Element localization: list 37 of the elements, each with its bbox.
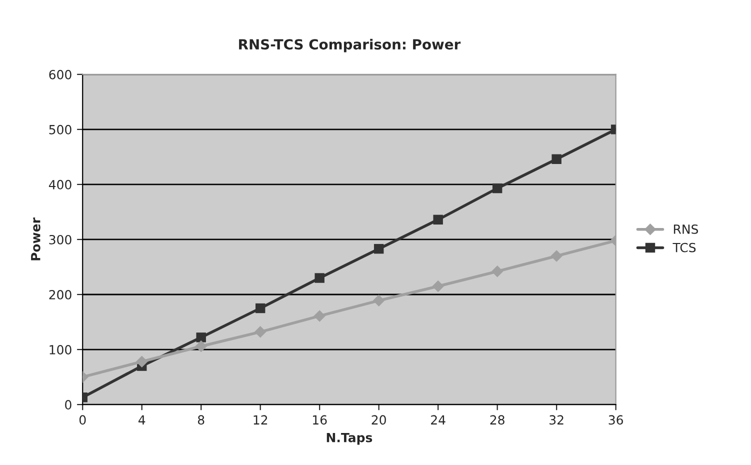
y-tick-label: 500	[49, 124, 72, 134]
point	[492, 183, 502, 194]
y-tick-label: 400	[48, 180, 72, 190]
x-tick-label: 12	[254, 415, 268, 424]
point	[314, 273, 324, 283]
point	[136, 356, 148, 368]
legend-label: RNS	[674, 224, 698, 234]
x-tick-label: 36	[608, 415, 623, 425]
point	[254, 326, 266, 338]
y-axis-title: Power	[31, 218, 40, 260]
x-tick-label: 16	[313, 415, 327, 425]
legend-label: TCS	[672, 242, 696, 252]
point	[314, 310, 326, 322]
x-tick-label: 8	[198, 415, 204, 425]
x-tick-label: 4	[138, 415, 146, 424]
x-tick-label: 24	[431, 415, 446, 424]
point	[491, 265, 504, 278]
chart-title: RNS-TCS Comparison: Power	[239, 38, 461, 52]
point	[372, 294, 385, 306]
point	[374, 244, 384, 254]
x-tick-label: 32	[550, 415, 564, 425]
x-tick-label: 20	[372, 415, 386, 425]
y-tick-label: 300	[49, 234, 72, 244]
y-tick-label: 600	[49, 70, 72, 80]
x-tick-label: 28	[490, 415, 504, 425]
point	[550, 250, 562, 262]
point	[433, 214, 443, 225]
point	[195, 340, 207, 352]
point	[196, 332, 206, 342]
point	[432, 280, 444, 292]
x-tick-label: 0	[79, 415, 86, 425]
point	[552, 154, 562, 164]
y-tick-label: 100	[50, 344, 72, 354]
y-tick-label: 200	[49, 290, 72, 300]
y-tick-label: 0	[65, 400, 72, 410]
x-axis-title: N.Taps	[326, 433, 372, 445]
point	[255, 303, 266, 314]
